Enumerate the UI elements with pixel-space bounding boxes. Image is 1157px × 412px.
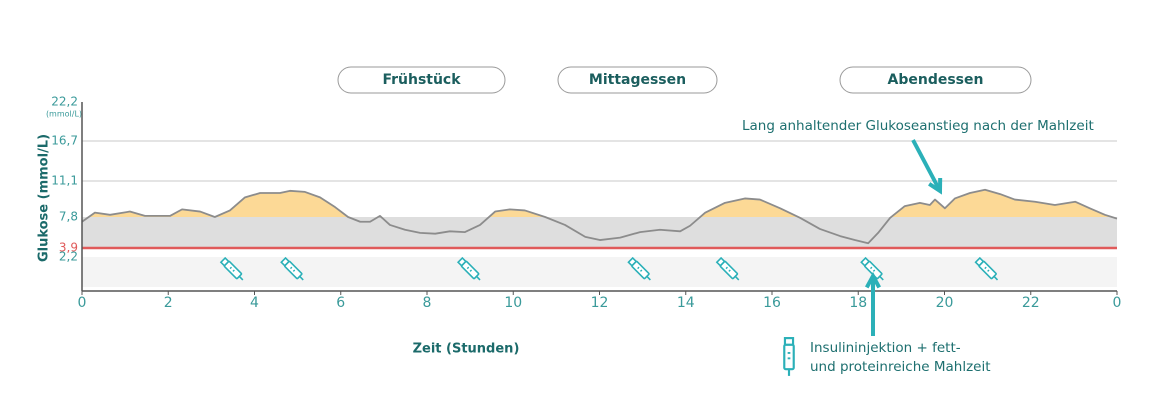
insulin-pen	[783, 337, 795, 376]
pen-mark	[232, 269, 235, 272]
y-tick-label: 22,2	[51, 95, 78, 109]
high-area	[82, 189, 1117, 217]
pen-body	[978, 260, 997, 280]
insulin-pen	[456, 256, 481, 281]
insulin-pen	[860, 256, 884, 281]
y-tick-label: 16,7	[51, 134, 78, 148]
pen-mark	[872, 269, 876, 272]
pen-mark	[292, 269, 296, 272]
pen-mark	[469, 269, 473, 272]
x-tick-label: 16	[763, 295, 781, 311]
pen-mark	[984, 266, 987, 270]
meal-pill	[337, 66, 506, 94]
meal-pill	[839, 66, 1032, 94]
x-tick-label: 22	[1022, 295, 1040, 311]
pen-body	[284, 260, 303, 280]
meal-label: Mittagessen	[589, 72, 686, 88]
insulin-pen	[974, 256, 999, 281]
pen-body	[783, 343, 795, 371]
low-band	[82, 257, 1117, 287]
pen-mark	[728, 269, 731, 272]
y-axis-title: Glukose (mmol/L)	[37, 134, 52, 262]
y-unit: (mmol/L)	[46, 110, 82, 119]
pen-needle	[646, 275, 651, 281]
pen-needle	[993, 275, 999, 281]
meal-label: Frühstück	[382, 72, 461, 88]
x-tick-label: 0	[78, 295, 87, 311]
pen-mark	[229, 266, 233, 270]
insulin-pen	[280, 256, 304, 281]
arrow-shaft	[911, 139, 942, 192]
annotation: Lang anhaltender Glukoseanstieg nach der…	[742, 118, 1094, 134]
y-tick-label: 2,2	[59, 250, 78, 264]
y-tick-label: 7,8	[59, 210, 78, 224]
glucose-line	[81, 188, 1118, 245]
pen-body	[719, 260, 739, 280]
insulin-pen	[715, 256, 740, 281]
meal-pill	[557, 66, 718, 94]
pen-body	[223, 260, 243, 280]
arrow-head	[865, 271, 881, 289]
pen-mark	[639, 269, 643, 272]
target-band	[82, 217, 1117, 248]
insulin-pen	[219, 256, 244, 281]
pen-needle	[475, 275, 481, 281]
pen-needle	[879, 275, 884, 281]
pen-mark	[987, 269, 990, 272]
x-axis-title: Zeit (Stunden)	[413, 342, 520, 357]
pen-mark	[870, 266, 873, 270]
pen-body	[631, 260, 650, 280]
y-tick-label: 3,9	[59, 241, 78, 255]
pen-needle	[734, 275, 740, 281]
x-tick-label: 14	[677, 295, 695, 311]
pen-needle	[238, 275, 244, 281]
insulin-note: und proteinreiche Mahlzeit	[810, 359, 991, 375]
y-tick-label: 11,1	[51, 174, 78, 188]
pen-mark	[637, 266, 640, 270]
meal-label: Abendessen	[888, 72, 984, 88]
pen-mark	[289, 266, 293, 270]
pen-needle	[299, 275, 304, 281]
insulin-pen	[627, 256, 651, 281]
x-tick-label: 20	[936, 295, 954, 311]
x-tick-label: 10	[504, 295, 522, 311]
arrow-head	[928, 177, 943, 195]
x-tick-label: 12	[591, 295, 609, 311]
x-tick-label: 18	[849, 295, 867, 311]
x-tick-label: 6	[336, 295, 345, 311]
x-tick-label: 8	[423, 295, 432, 311]
pen-mark	[725, 266, 728, 270]
pen-mark	[466, 266, 470, 270]
insulin-note: Insulininjektion + fett-	[810, 340, 961, 356]
x-tick-label: 2	[164, 295, 173, 311]
x-tick-label: 4	[250, 295, 259, 311]
pen-body	[864, 260, 883, 280]
pen-body	[460, 260, 480, 280]
x-tick-label: 0	[1113, 295, 1122, 311]
